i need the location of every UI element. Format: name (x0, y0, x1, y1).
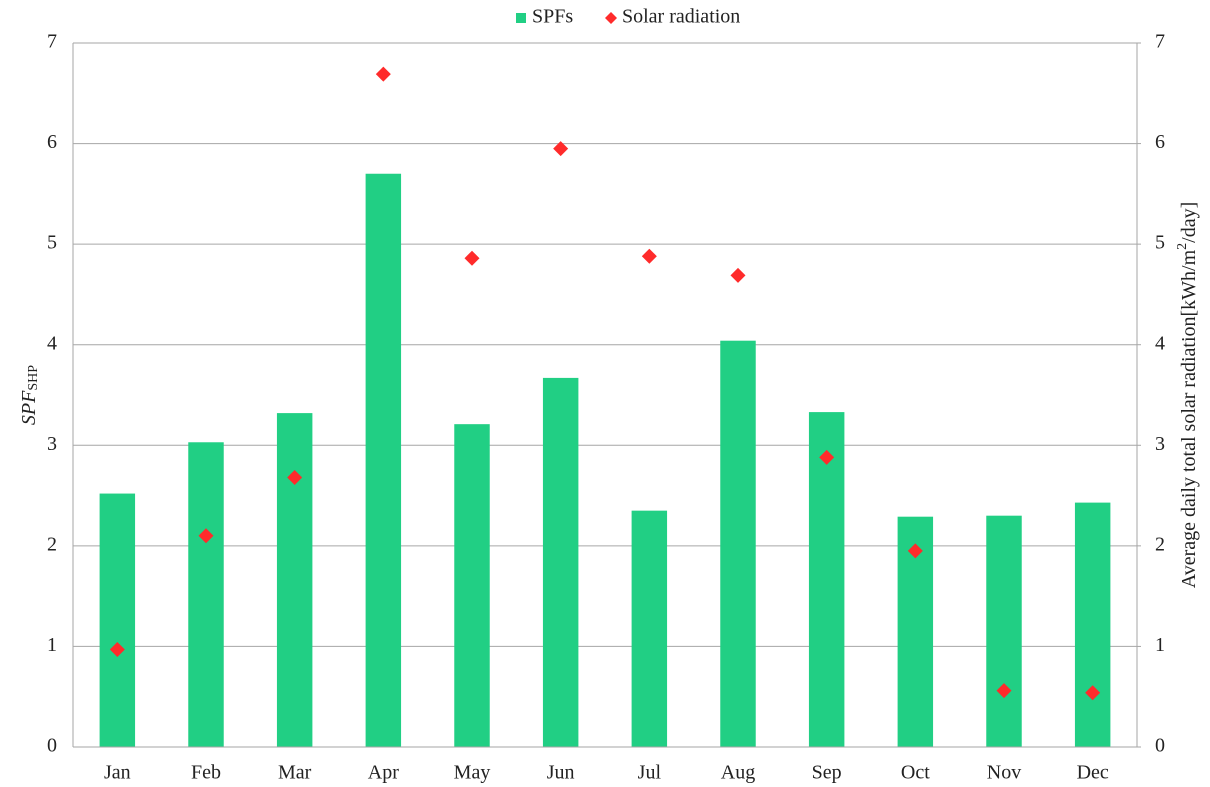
x-tick-label: Nov (987, 762, 1021, 784)
legend-label: SPFs (532, 6, 573, 28)
y2-tick-label: 0 (1155, 735, 1165, 757)
x-tick-label: Mar (278, 762, 312, 784)
diamond-marker (641, 248, 657, 264)
diamond-marker (996, 683, 1012, 699)
x-tick-label: Apr (368, 762, 399, 784)
x-tick-label: May (454, 762, 491, 784)
y-tick-label: 0 (47, 735, 57, 757)
bar (276, 413, 313, 747)
diamond-marker (1085, 685, 1101, 701)
bar (99, 493, 136, 747)
bar (542, 377, 579, 747)
x-tick-label: Oct (901, 762, 930, 784)
y-label-main: SPF (18, 390, 40, 425)
diamond-marker (730, 267, 746, 283)
diamond-marker (819, 449, 835, 465)
y2-label-sup: 2 (1175, 243, 1190, 250)
y2-tick-label: 7 (1155, 31, 1165, 53)
legend-swatch (516, 13, 526, 23)
bar (986, 515, 1022, 747)
x-tick-label: Dec (1077, 762, 1109, 784)
x-tick-label: Feb (191, 762, 221, 784)
y2-tick-label: 2 (1155, 533, 1165, 555)
diamond-marker (907, 543, 923, 559)
diamond-marker (198, 528, 214, 544)
y2-tick-label: 4 (1155, 332, 1165, 354)
diamond-marker (464, 250, 480, 266)
y2-tick-label: 3 (1155, 433, 1165, 455)
bar (808, 412, 845, 747)
y2-label-part: /day] (1178, 202, 1200, 243)
y-tick-label: 1 (47, 634, 57, 656)
bar (365, 173, 402, 747)
legend-swatch (605, 12, 617, 24)
bar (1074, 502, 1111, 747)
x-tick-label: Jun (547, 762, 575, 784)
diamond-marker (553, 141, 569, 157)
y-tick-label: 3 (47, 433, 57, 455)
y-axis-label: SPFSHP (18, 365, 42, 425)
x-tick-label: Sep (812, 762, 842, 784)
y2-tick-label: 1 (1155, 634, 1165, 656)
y2-axis-label: Average daily total solar radiation[kWh/… (1175, 202, 1199, 589)
diamond-marker (287, 469, 303, 485)
y-tick-label: 7 (47, 31, 57, 53)
y-tick-label: 6 (47, 131, 57, 153)
x-tick-label: Jul (638, 762, 662, 784)
y2-label-part: Average daily total solar radiation[kWh/… (1178, 249, 1200, 588)
bar (720, 340, 756, 747)
x-tick-label: Aug (721, 762, 755, 784)
bar (454, 424, 490, 747)
diamond-marker (109, 641, 125, 657)
bar (631, 510, 668, 747)
y-tick-label: 4 (47, 332, 57, 354)
x-tick-label: Jan (104, 762, 131, 784)
y-label-sub: SHP (26, 365, 41, 391)
bar (188, 442, 224, 747)
legend-label: Solar radiation (622, 6, 740, 28)
diamond-marker (375, 66, 391, 82)
y2-tick-label: 5 (1155, 232, 1165, 254)
y-tick-label: 5 (47, 232, 57, 254)
y2-tick-label: 6 (1155, 131, 1165, 153)
y-tick-label: 2 (47, 533, 57, 555)
